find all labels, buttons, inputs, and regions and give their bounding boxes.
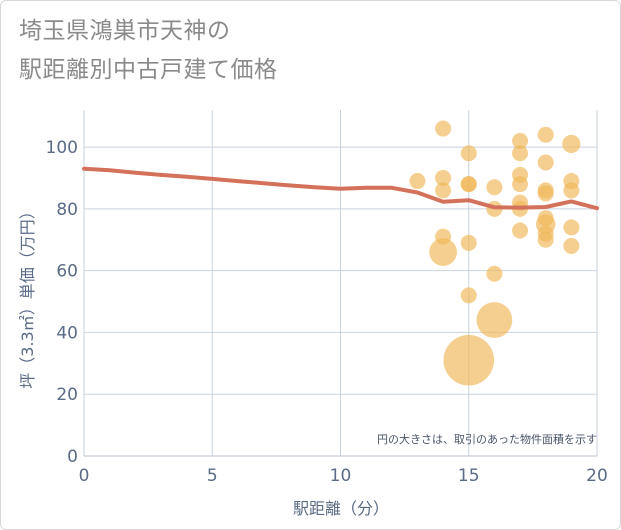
data-bubble [460, 145, 477, 162]
data-bubble [460, 234, 477, 251]
data-bubble [476, 302, 513, 338]
data-bubble [537, 126, 554, 143]
trend-line [82, 166, 599, 211]
data-bubble [537, 185, 554, 202]
y-tick-label: 0 [67, 447, 78, 467]
y-tick-label: 40 [56, 323, 78, 343]
data-bubble [512, 132, 529, 149]
x-tick-label: 20 [586, 466, 608, 486]
data-bubble [537, 154, 554, 171]
y-axis-label: 坪（3.3㎡）単価（万円） [18, 203, 37, 388]
chart-title-line-2: 駅距離別中古戸建て価格 [19, 57, 278, 83]
bubble-size-note: 円の大きさは、取引のあった物件面積を示す [377, 432, 597, 446]
data-bubble [562, 134, 581, 154]
x-tick-label: 15 [458, 466, 480, 486]
x-tick-label: 5 [207, 466, 218, 486]
data-bubble [435, 169, 452, 186]
bubbles [409, 120, 581, 386]
grid [83, 110, 598, 457]
data-bubble [512, 176, 529, 193]
data-bubble [409, 173, 426, 190]
data-bubble [512, 145, 529, 162]
data-bubble [429, 238, 457, 266]
data-bubble [486, 265, 503, 282]
data-bubble [563, 182, 580, 199]
data-bubble [563, 237, 580, 254]
data-bubble [460, 176, 477, 193]
data-bubble [460, 287, 477, 304]
data-bubble [563, 219, 580, 236]
data-bubble [435, 182, 452, 199]
data-bubble [443, 334, 495, 386]
x-axis-label: 駅距離（分） [293, 499, 389, 518]
y-tick-label: 80 [56, 200, 78, 220]
x-tick-label: 0 [79, 466, 90, 486]
y-tick-label: 60 [56, 262, 78, 282]
data-bubble [486, 179, 503, 196]
data-bubble [537, 231, 554, 248]
y-tick-label: 100 [46, 138, 78, 158]
tick-labels: 0 5 10 15 20 0 20 40 60 80 100 [46, 138, 608, 486]
x-tick-label: 10 [330, 466, 352, 486]
data-bubble [435, 120, 452, 137]
data-bubble [512, 222, 529, 239]
y-tick-label: 20 [56, 385, 78, 405]
chart-title-line-1: 埼玉県鴻巣市天神の [19, 18, 231, 44]
